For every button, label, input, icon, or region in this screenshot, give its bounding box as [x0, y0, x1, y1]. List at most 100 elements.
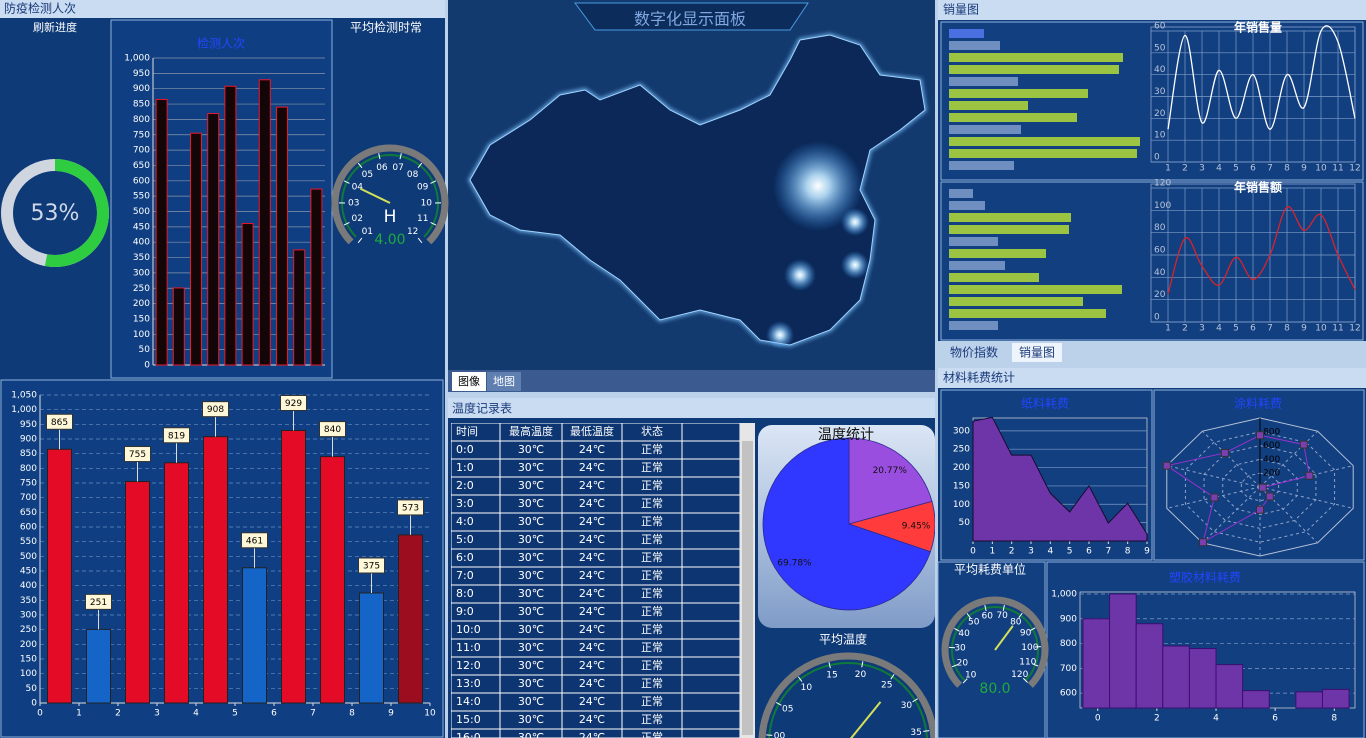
cell: 30℃	[518, 587, 544, 600]
tab[interactable]	[1012, 343, 1062, 362]
cell: 12:0	[456, 659, 481, 672]
x-tick-label: 8	[1284, 164, 1290, 174]
column-header: 最低温度	[570, 424, 614, 438]
bar	[172, 287, 185, 366]
y-tick-label: 800	[20, 464, 37, 474]
radar-point	[1162, 461, 1171, 470]
gauge-tick-label: 04	[352, 183, 364, 193]
cell: 正常	[641, 677, 663, 690]
x-tick-label: 4	[1213, 714, 1219, 724]
y-tick-label: 0	[31, 699, 37, 709]
x-tick-label: 3	[154, 709, 160, 719]
gauge-tick	[417, 237, 423, 244]
tab-label[interactable]: 地图	[493, 375, 515, 388]
x-tick-label: 2	[1182, 324, 1188, 334]
y-tick-label: 0	[144, 361, 150, 371]
y-tick-label: 250	[20, 625, 37, 635]
cell: 24℃	[579, 659, 605, 672]
label-box	[46, 413, 73, 430]
bar	[949, 213, 1071, 222]
gauge-value: 4.00	[374, 232, 405, 248]
tab-label[interactable]: 图像	[458, 375, 480, 388]
bar	[276, 106, 288, 366]
data-label: 461	[246, 536, 263, 546]
cell: 30℃	[518, 677, 544, 690]
bar	[293, 249, 306, 366]
cell: 正常	[641, 461, 663, 474]
gauge-rim	[758, 652, 935, 738]
bar	[359, 592, 384, 704]
bar	[949, 321, 998, 330]
y-tick-label: 350	[20, 596, 37, 606]
gauge-tick	[357, 162, 363, 169]
radar-spoke	[1259, 430, 1318, 488]
bar	[190, 132, 202, 366]
y-tick-label: 700	[133, 146, 150, 156]
gauge-tick-label: 02	[352, 214, 363, 224]
gauge-tick	[430, 180, 437, 184]
y-tick-label: 600	[133, 176, 150, 186]
radar-point	[1258, 483, 1267, 492]
y-tick-label: 650	[133, 161, 150, 171]
chart-title: 平均检测时常	[350, 20, 422, 35]
y-tick-label: 0	[1154, 313, 1160, 323]
x-tick-label: 11	[1332, 164, 1343, 174]
cell: 30℃	[518, 461, 544, 474]
y-tick-label: 600	[20, 523, 37, 533]
cell: 30℃	[518, 695, 544, 708]
y-tick-label: 100	[20, 669, 37, 679]
radar-tick-label: 600	[1263, 441, 1280, 451]
gauge-tick	[966, 613, 972, 619]
bar	[47, 448, 72, 704]
cell: 正常	[641, 623, 663, 636]
chart-title: 涂料耗费	[1234, 396, 1282, 411]
gauge-tick	[951, 664, 958, 668]
cell: 30℃	[518, 713, 544, 726]
bar	[241, 222, 254, 366]
bar	[281, 429, 306, 704]
tab-label[interactable]: 销量图	[1019, 346, 1055, 360]
cell: 30℃	[518, 623, 544, 636]
scroll-thumb[interactable]	[742, 441, 753, 735]
radar-point	[1256, 505, 1264, 514]
x-tick-label: 4	[1216, 324, 1222, 334]
gauge-tick	[1029, 627, 1036, 632]
x-tick-label: 1	[76, 709, 82, 719]
column-header: 状态	[641, 424, 663, 438]
title-bar	[938, 0, 1366, 20]
radar-spoke	[1166, 486, 1261, 509]
label-box	[319, 421, 346, 438]
y-tick-label: 60	[1154, 22, 1166, 32]
x-tick-label: 10	[1315, 324, 1327, 334]
cell: 正常	[641, 515, 663, 528]
data-label: 908	[207, 405, 224, 415]
gauge-needle	[849, 701, 882, 738]
x-tick-label: 9	[1301, 164, 1307, 174]
x-tick-label: 5	[1067, 547, 1073, 557]
gauge-tick	[357, 237, 363, 244]
cell: 正常	[641, 587, 663, 600]
y-tick-label: 400	[133, 238, 150, 248]
title-bar	[448, 398, 935, 418]
tab[interactable]	[452, 372, 486, 391]
y-tick-label: 500	[20, 552, 37, 562]
column-header: 最高温度	[509, 424, 553, 438]
x-tick-label: 6	[271, 709, 277, 719]
bar	[949, 113, 1077, 122]
y-tick-label: 150	[953, 481, 970, 491]
label-box	[280, 394, 307, 411]
y-tick-label: 1,050	[11, 391, 37, 401]
cell: 24℃	[579, 695, 605, 708]
tab-label[interactable]: 物价指数	[950, 345, 998, 360]
radar-ring	[1222, 458, 1298, 516]
glow	[841, 208, 869, 236]
cell: 7:0	[456, 569, 474, 582]
ring-label: 53%	[31, 201, 80, 226]
tab[interactable]	[487, 372, 521, 391]
x-tick-label: 9	[1301, 324, 1307, 334]
cell: 正常	[641, 731, 663, 738]
chart-box	[1153, 389, 1365, 561]
x-tick-label: 2	[115, 709, 121, 719]
